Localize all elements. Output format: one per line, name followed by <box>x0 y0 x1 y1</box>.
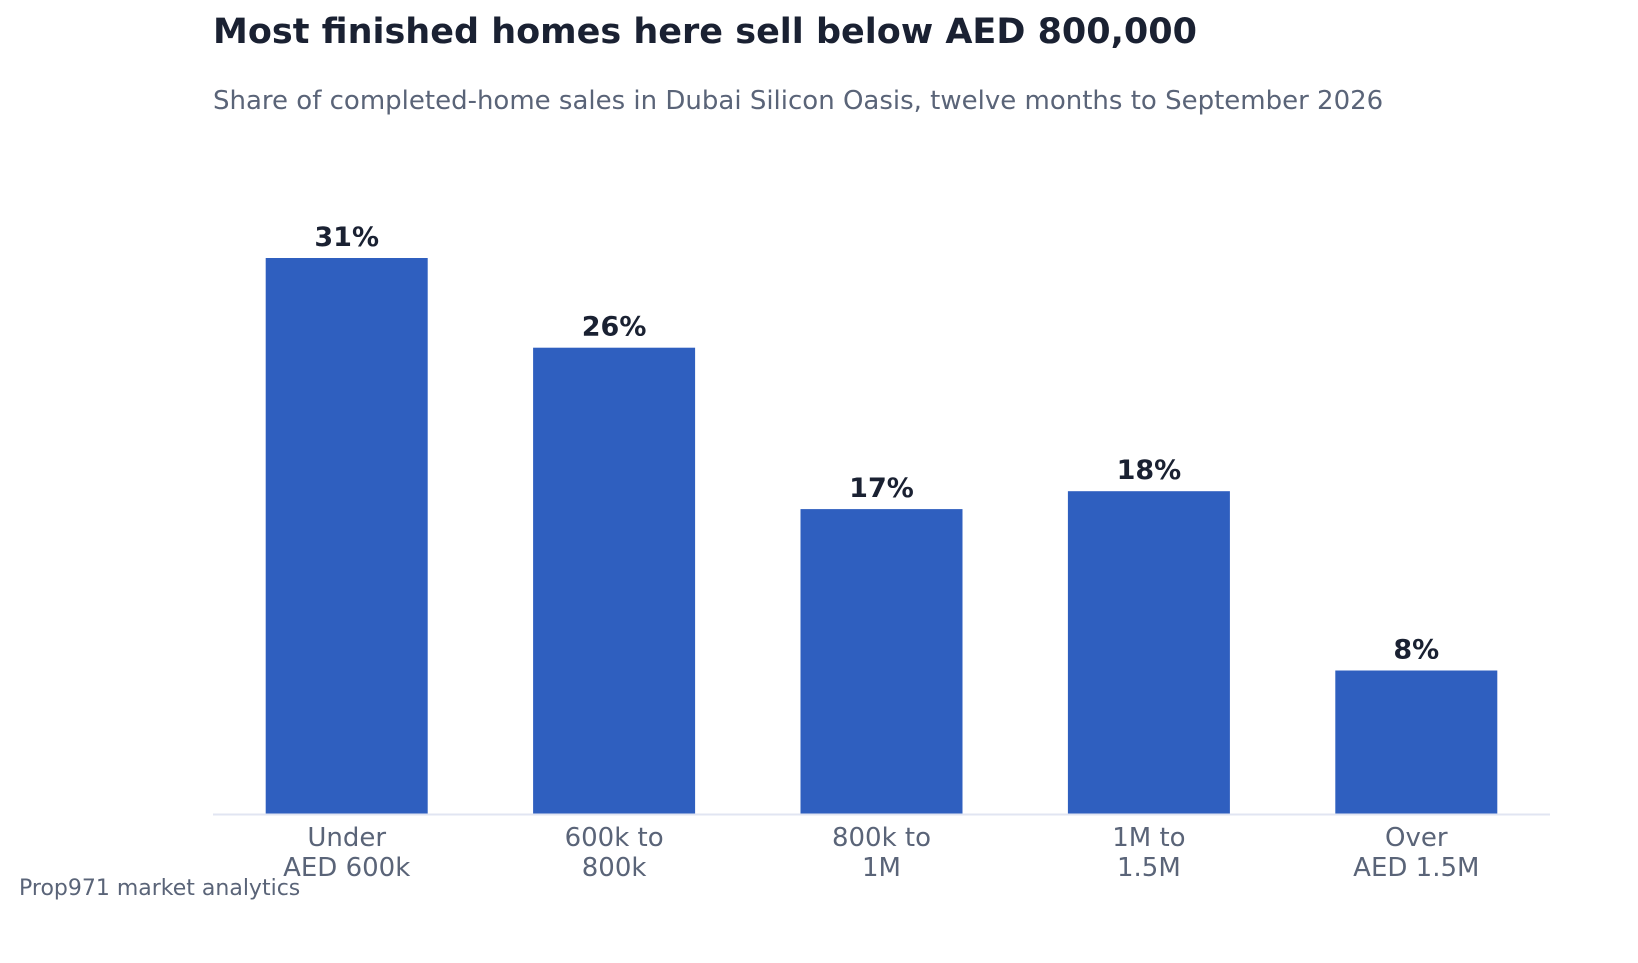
tick-label-3: 1M to 1.5M <box>1112 823 1185 883</box>
tick-label-4: Over AED 1.5M <box>1353 823 1479 883</box>
tick-label-line: Over <box>1385 823 1448 853</box>
bar-2 <box>800 509 963 814</box>
tick-label-1: 600k to 800k <box>565 823 664 883</box>
tick-label-line: 1M to <box>1112 823 1185 853</box>
data-label-3: 18% <box>1117 455 1182 486</box>
tick-label-line: 600k to <box>565 823 664 853</box>
tick-label-2: 800k to 1M <box>832 823 931 883</box>
bar-4 <box>1335 670 1498 814</box>
tick-label-line: Under <box>307 823 386 853</box>
data-label-2: 17% <box>849 473 914 504</box>
tick-label-0: Under AED 600k <box>283 823 410 883</box>
tick-label-line: 1.5M <box>1117 853 1181 883</box>
chart-subtitle: Share of completed-home sales in Dubai S… <box>213 86 1384 116</box>
data-label-0: 31% <box>314 222 379 253</box>
data-label-1: 26% <box>582 312 647 343</box>
chart-title: Most finished homes here sell below AED … <box>213 12 1197 52</box>
tick-label-line: AED 600k <box>283 853 410 883</box>
source-footer: Prop971 market analytics <box>19 876 301 901</box>
data-label-4: 8% <box>1393 635 1439 666</box>
tick-label-line: 800k <box>582 853 647 883</box>
tick-label-line: AED 1.5M <box>1353 853 1479 883</box>
bar-0 <box>265 258 428 814</box>
bar-3 <box>1067 491 1230 814</box>
tick-label-line: 1M <box>862 853 901 883</box>
tick-label-line: 800k to <box>832 823 931 853</box>
bar-1 <box>533 347 696 814</box>
